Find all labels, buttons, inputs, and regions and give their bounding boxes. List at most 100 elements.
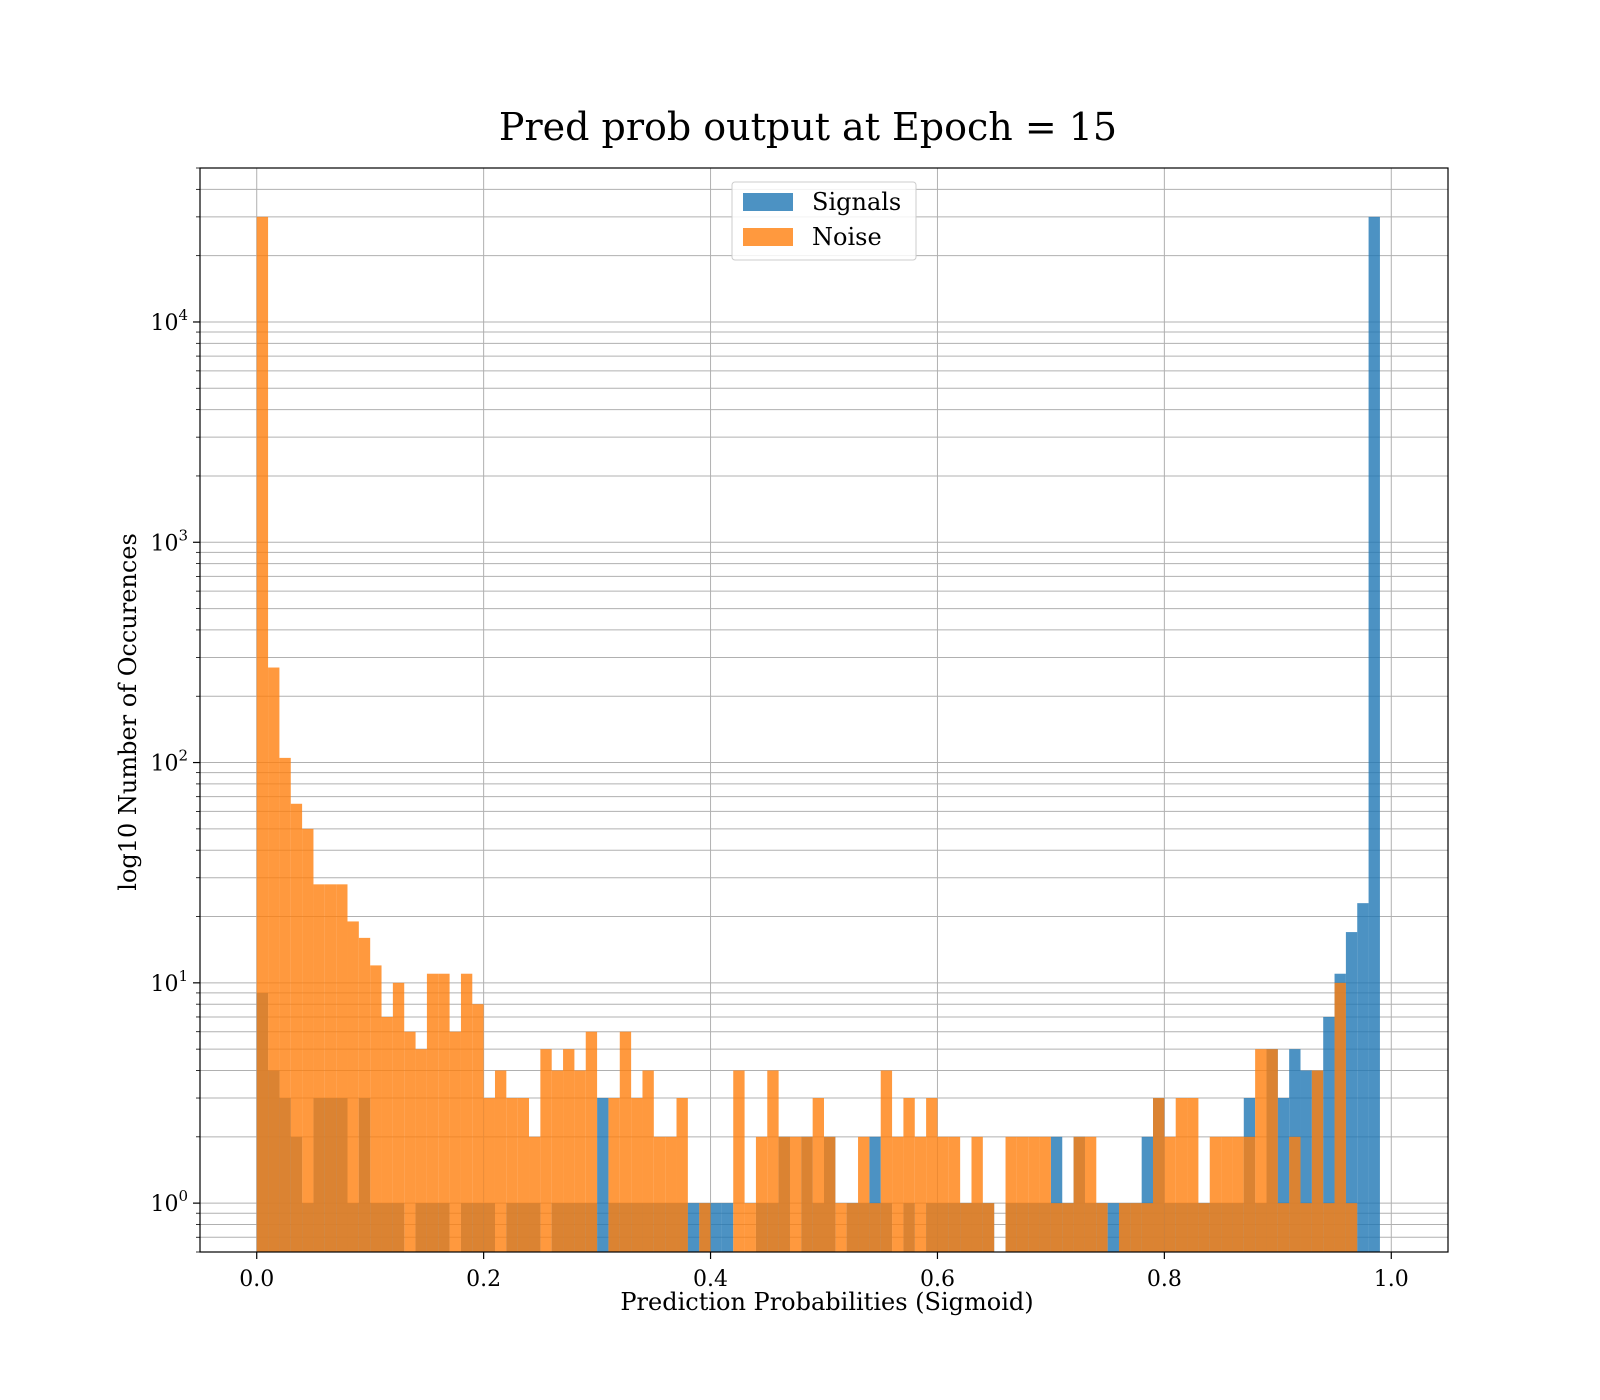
bar-noise [1084,1136,1097,1252]
bar-noise [676,1098,688,1252]
bar-noise [551,1070,564,1252]
bar-noise [982,1203,995,1252]
bar-noise [631,1098,643,1252]
y-tick-base: 10 [150,972,178,997]
bar-noise [1062,1203,1074,1252]
bar-noise [1289,1136,1301,1252]
bar-noise [1221,1136,1233,1252]
bar-noise [926,1098,938,1252]
bar-noise [540,1049,552,1252]
bar-noise [971,1136,983,1252]
bar-signals [1323,1016,1335,1252]
bar-noise [642,1070,654,1252]
bar-signals [1357,903,1369,1252]
legend-label-noise: Noise [812,223,882,251]
bar-noise [801,1136,813,1252]
bar-noise [1028,1136,1040,1252]
bar-noise [812,1098,824,1252]
bar-noise [313,884,325,1252]
bar-noise [1198,1203,1210,1252]
bar-noise [302,828,314,1252]
bar-signals [1368,216,1380,1253]
y-tick-base: 10 [150,1192,178,1217]
bar-noise [1255,1049,1267,1252]
bar-noise [835,1203,847,1252]
bar-noise [358,937,371,1252]
bar-noise [892,1136,904,1252]
bar-noise [1130,1203,1142,1252]
x-tick-label: 0.6 [920,1267,955,1292]
y-tick-base: 10 [150,311,178,336]
y-tick-label: 104 [150,306,188,336]
bar-noise [483,1098,495,1252]
y-tick-label: 103 [150,526,188,556]
x-tick-label: 0.2 [466,1267,501,1292]
x-tick-label: 0.0 [239,1267,274,1292]
bar-noise [506,1098,518,1252]
bar-noise [1243,1136,1256,1252]
bar-noise [404,1031,416,1252]
bar-noise [858,1136,870,1252]
bar-noise [619,1031,632,1252]
bar-signals [1300,1070,1312,1252]
bar-noise [1039,1136,1051,1252]
bar-noise [960,1203,972,1252]
bar-noise [914,1136,927,1252]
bar-noise [574,1070,586,1252]
bar-noise [1141,1203,1154,1252]
bar-noise [1187,1098,1199,1252]
bar-noise [529,1136,541,1252]
bar-noise [608,1098,620,1252]
y-tick-base: 10 [150,531,178,556]
bar-noise [1005,1136,1017,1252]
bar-noise [563,1049,575,1252]
y-tick-label: 102 [150,747,188,777]
bar-noise [1277,1203,1290,1252]
bar-noise [1073,1136,1085,1252]
x-tick-label: 0.8 [1147,1267,1182,1292]
bar-noise [1096,1203,1108,1252]
bar-noise [789,1136,802,1252]
y-tick-label: 100 [150,1187,188,1217]
legend: Signals Noise [731,181,917,261]
bar-noise [755,1136,768,1252]
bar-noise [653,1136,666,1252]
bar-noise [767,1070,779,1252]
bar-noise [1345,1203,1358,1252]
y-tick-exponent: 3 [178,526,188,544]
legend-label-signals: Signals [812,188,901,216]
bar-noise [1311,1070,1324,1252]
bar-noise [699,1203,711,1252]
x-axis-label: Prediction Probabilities (Sigmoid) [620,1288,1033,1316]
bar-noise [1175,1098,1188,1252]
chart-title: Pred prob output at Epoch = 15 [499,105,1117,149]
bar-signals [1345,932,1358,1252]
bar-noise [438,973,450,1252]
bar-noise [460,973,473,1252]
bar-noise [256,216,269,1253]
y-tick-exponent: 0 [178,1187,188,1205]
bar-noise [1050,1203,1063,1252]
plot-frame [199,167,1449,1253]
bar-noise [1016,1136,1029,1252]
bar-signals [869,1136,881,1252]
bar-noise [1164,1136,1176,1252]
bar-noise [494,1070,507,1252]
legend-swatch-noise [743,228,793,246]
bar-noise [1300,1203,1312,1252]
bar-noise [392,982,405,1252]
bar-signals [597,1098,609,1252]
bar-noise [948,1136,961,1252]
bar-noise [1232,1136,1244,1252]
bar-noise [472,1004,484,1252]
bar-noise [1323,1203,1335,1252]
bar-noise [1118,1203,1131,1252]
bar-noise [846,1203,859,1252]
bar-noise [733,1070,745,1252]
bar-noise [347,921,359,1252]
bar-noise [1209,1136,1222,1252]
bar-noise [1266,1049,1278,1252]
y-tick-exponent: 1 [178,967,188,985]
